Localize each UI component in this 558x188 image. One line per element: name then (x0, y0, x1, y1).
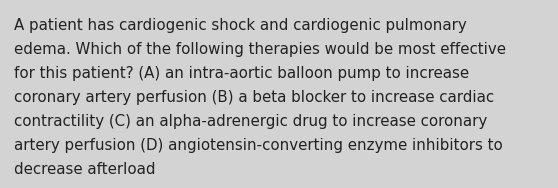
Text: A patient has cardiogenic shock and cardiogenic pulmonary: A patient has cardiogenic shock and card… (14, 18, 466, 33)
Text: coronary artery perfusion (B) a beta blocker to increase cardiac: coronary artery perfusion (B) a beta blo… (14, 90, 494, 105)
Text: artery perfusion (D) angiotensin-converting enzyme inhibitors to: artery perfusion (D) angiotensin-convert… (14, 138, 503, 153)
Text: for this patient? (A) an intra-aortic balloon pump to increase: for this patient? (A) an intra-aortic ba… (14, 66, 469, 81)
Text: contractility (C) an alpha-adrenergic drug to increase coronary: contractility (C) an alpha-adrenergic dr… (14, 114, 487, 129)
Text: decrease afterload: decrease afterload (14, 162, 156, 177)
Text: edema. Which of the following therapies would be most effective: edema. Which of the following therapies … (14, 42, 506, 57)
